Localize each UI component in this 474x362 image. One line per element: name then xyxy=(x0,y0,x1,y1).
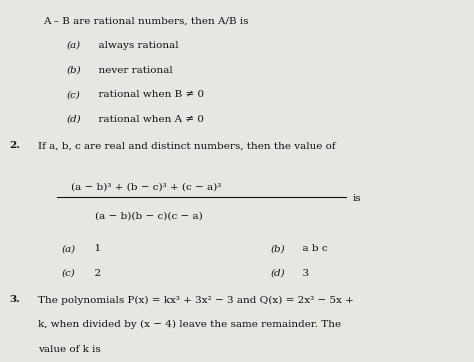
Text: rational when A ≠ 0: rational when A ≠ 0 xyxy=(92,115,204,124)
Text: (c): (c) xyxy=(66,90,80,99)
Text: is: is xyxy=(353,194,362,203)
Text: (a): (a) xyxy=(62,244,76,253)
Text: (b): (b) xyxy=(66,66,81,75)
Text: (d): (d) xyxy=(66,115,81,124)
Text: (d): (d) xyxy=(270,269,285,278)
Text: rational when B ≠ 0: rational when B ≠ 0 xyxy=(92,90,205,99)
Text: (a − b)³ + (b − c)³ + (c − a)³: (a − b)³ + (b − c)³ + (c − a)³ xyxy=(71,183,221,192)
Text: (b): (b) xyxy=(270,244,285,253)
Text: A – B are rational numbers, then A/B is: A – B are rational numbers, then A/B is xyxy=(43,16,248,25)
Text: (a): (a) xyxy=(66,41,81,50)
Text: 2: 2 xyxy=(88,269,101,278)
Text: value of k is: value of k is xyxy=(38,345,100,354)
Text: The polynomials P(x) = kx³ + 3x² − 3 and Q(x) = 2x³ − 5x +: The polynomials P(x) = kx³ + 3x² − 3 and… xyxy=(38,295,354,304)
Text: k, when divided by (x − 4) leave the same remainder. The: k, when divided by (x − 4) leave the sam… xyxy=(38,320,341,329)
Text: (a − b)(b − c)(c − a): (a − b)(b − c)(c − a) xyxy=(95,212,202,221)
Text: If a, b, c are real and distinct numbers, then the value of: If a, b, c are real and distinct numbers… xyxy=(38,141,336,150)
Text: 1: 1 xyxy=(88,244,101,253)
Text: a b c: a b c xyxy=(296,244,328,253)
Text: (c): (c) xyxy=(62,269,75,278)
Text: 2.: 2. xyxy=(9,141,20,150)
Text: 3.: 3. xyxy=(9,295,20,304)
Text: always rational: always rational xyxy=(92,41,179,50)
Text: never rational: never rational xyxy=(92,66,173,75)
Text: 3: 3 xyxy=(296,269,310,278)
